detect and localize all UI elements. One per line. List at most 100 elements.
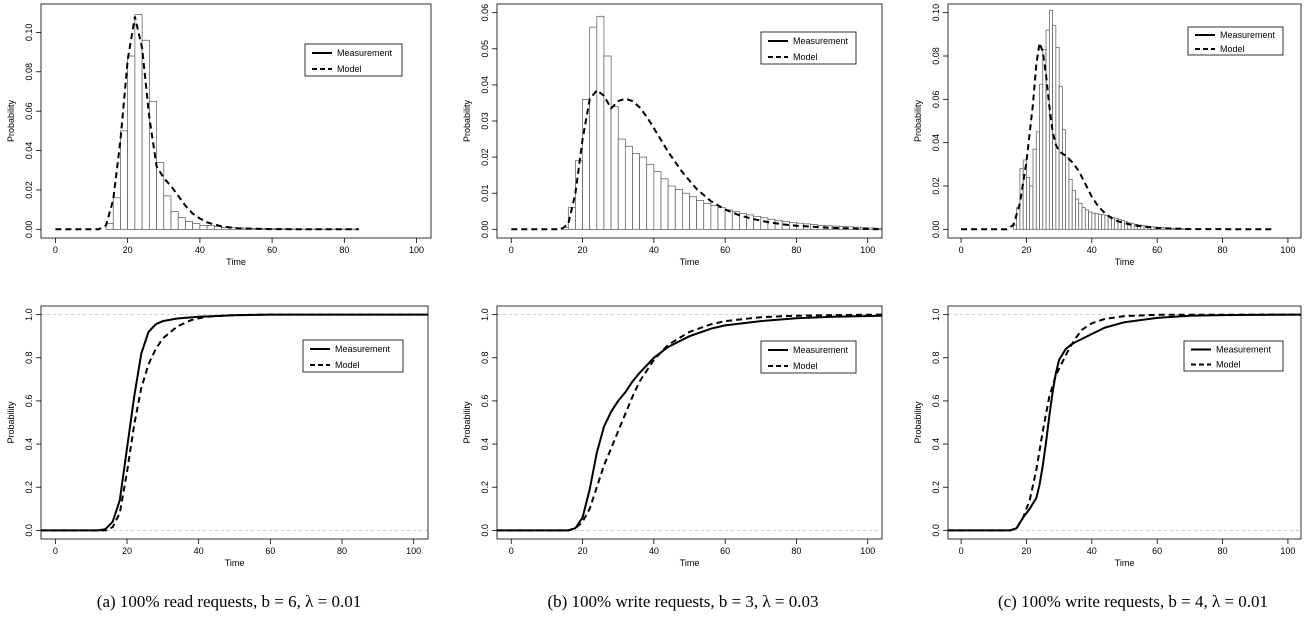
histogram-bar: [753, 215, 762, 230]
histogram-bar: [689, 196, 697, 230]
y-tick-label: 0.00: [480, 221, 490, 239]
histogram-bar: [206, 225, 215, 230]
x-tick-label: 40: [194, 546, 204, 556]
y-tick-label: 0.08: [24, 63, 34, 81]
y-tick-label: 0.6: [480, 395, 490, 408]
histogram-bar: [1052, 25, 1057, 230]
plot-frame: [496, 305, 883, 540]
legend-label-measurement: Measurement: [793, 345, 849, 355]
y-tick-label: 1.0: [931, 308, 941, 321]
chart-b-cdf: 0 20 40 60 80 100 Time 0.0 0.2 0.4 0.6 0.8 1.0 Probab…: [462, 305, 883, 568]
x-tick-label: 100: [860, 546, 875, 556]
y-tick-label: 0.08: [931, 47, 941, 65]
y-axis-label: Probability: [913, 401, 923, 444]
histogram-bar: [682, 192, 690, 230]
y-tick-label: 0.8: [480, 352, 490, 365]
histogram-bar: [610, 106, 619, 230]
x-tick-label: 80: [337, 546, 347, 556]
x-tick-label: 80: [791, 245, 801, 255]
y-tick-label: 0.8: [24, 352, 34, 365]
histogram-bar: [667, 185, 676, 230]
histogram-bar: [639, 156, 648, 230]
y-axis-label: Probability: [462, 401, 472, 444]
histogram-bar: [1075, 198, 1080, 230]
y-axis-label: Probability: [462, 99, 472, 142]
y-tick-label: 0.2: [480, 481, 490, 494]
legend-box: [760, 31, 857, 65]
legend: Measurement Model: [302, 339, 404, 373]
x-tick-label: 20: [578, 245, 588, 255]
histogram-bar: [617, 138, 626, 230]
histogram-bar: [724, 209, 733, 230]
y-tick-label: 0.0: [480, 524, 490, 537]
histogram-bar: [653, 171, 662, 230]
legend-label-measurement: Measurement: [793, 36, 849, 46]
histogram-bar: [1094, 213, 1099, 230]
x-tick-label: 40: [649, 546, 659, 556]
plot-frame: [947, 3, 1302, 239]
histogram-bar: [1081, 207, 1086, 230]
x-tick-label: 100: [860, 245, 875, 255]
x-axis-label: Time: [680, 558, 700, 568]
histogram-bar: [127, 55, 136, 230]
histogram-bar: [1098, 213, 1102, 230]
histogram-bar: [1065, 157, 1070, 230]
histogram-bar: [1058, 85, 1063, 230]
y-tick-label: 0.6: [24, 395, 34, 408]
y-tick-label: 0.06: [24, 102, 34, 120]
model-line: [55, 16, 359, 231]
legend-box: [302, 339, 404, 373]
model-line: [961, 39, 1275, 231]
histogram-bars: [105, 14, 360, 230]
chart-a-pdf: 0 20 40 60 80 100 Time 0.00 0.02 0.04 0.06 0.08 0.10…: [6, 3, 432, 267]
model-line: [948, 313, 1301, 532]
legend: Measurement Model: [760, 31, 857, 65]
histogram-bar: [170, 211, 179, 230]
x-tick-label: 20: [578, 546, 588, 556]
histogram-bar: [1022, 159, 1027, 230]
x-tick-label: 60: [720, 546, 730, 556]
y-tick-label: 0.00: [24, 221, 34, 239]
x-tick-label: 0: [53, 245, 58, 255]
x-tick-label: 60: [1152, 546, 1162, 556]
legend: Measurement Model: [1183, 340, 1284, 372]
histogram-bars: [1013, 10, 1191, 230]
histogram-bar: [696, 200, 705, 230]
x-tick-label: 0: [959, 546, 964, 556]
y-tick-label: 0.4: [931, 438, 941, 451]
histogram-bar: [596, 15, 605, 230]
y-tick-label: 0.4: [24, 438, 34, 451]
histogram-bar: [1029, 185, 1034, 230]
histogram-bar: [703, 202, 712, 230]
x-tick-label: 0: [959, 245, 964, 255]
legend-box: [1183, 340, 1284, 372]
histogram-bar: [1104, 215, 1109, 230]
histogram-bar: [185, 221, 194, 230]
caption-a: (a) 100% read requests, b = 6, λ = 0.01: [96, 592, 362, 611]
y-tick-label: 0.0: [24, 524, 34, 537]
caption-c: (c) 100% write requests, b = 4, λ = 0.01: [997, 592, 1269, 611]
legend-label-model: Model: [793, 52, 818, 62]
legend-label-measurement: Measurement: [335, 344, 391, 354]
x-tick-label: 100: [406, 546, 421, 556]
plot-frame: [40, 305, 429, 540]
x-axis-label: Time: [680, 257, 700, 267]
x-tick-label: 100: [1280, 546, 1295, 556]
model-line: [41, 313, 428, 532]
y-tick-label: 0.8: [931, 352, 941, 365]
histogram-bar: [632, 153, 640, 230]
x-tick-label: 60: [720, 245, 730, 255]
histogram-bar: [1055, 46, 1060, 230]
x-tick-label: 60: [1152, 245, 1162, 255]
y-tick-label: 0.05: [480, 40, 490, 58]
model-line: [511, 88, 882, 231]
x-tick-label: 0: [53, 546, 58, 556]
x-axis-label: Time: [1115, 257, 1135, 267]
y-tick-label: 0.0: [931, 524, 941, 537]
histogram-bar: [120, 130, 129, 230]
x-tick-label: 0: [509, 546, 514, 556]
histogram-bar: [1091, 212, 1096, 230]
legend: Measurement Model: [304, 43, 403, 77]
legend-label-model: Model: [337, 64, 362, 74]
histogram-bar: [646, 163, 655, 230]
